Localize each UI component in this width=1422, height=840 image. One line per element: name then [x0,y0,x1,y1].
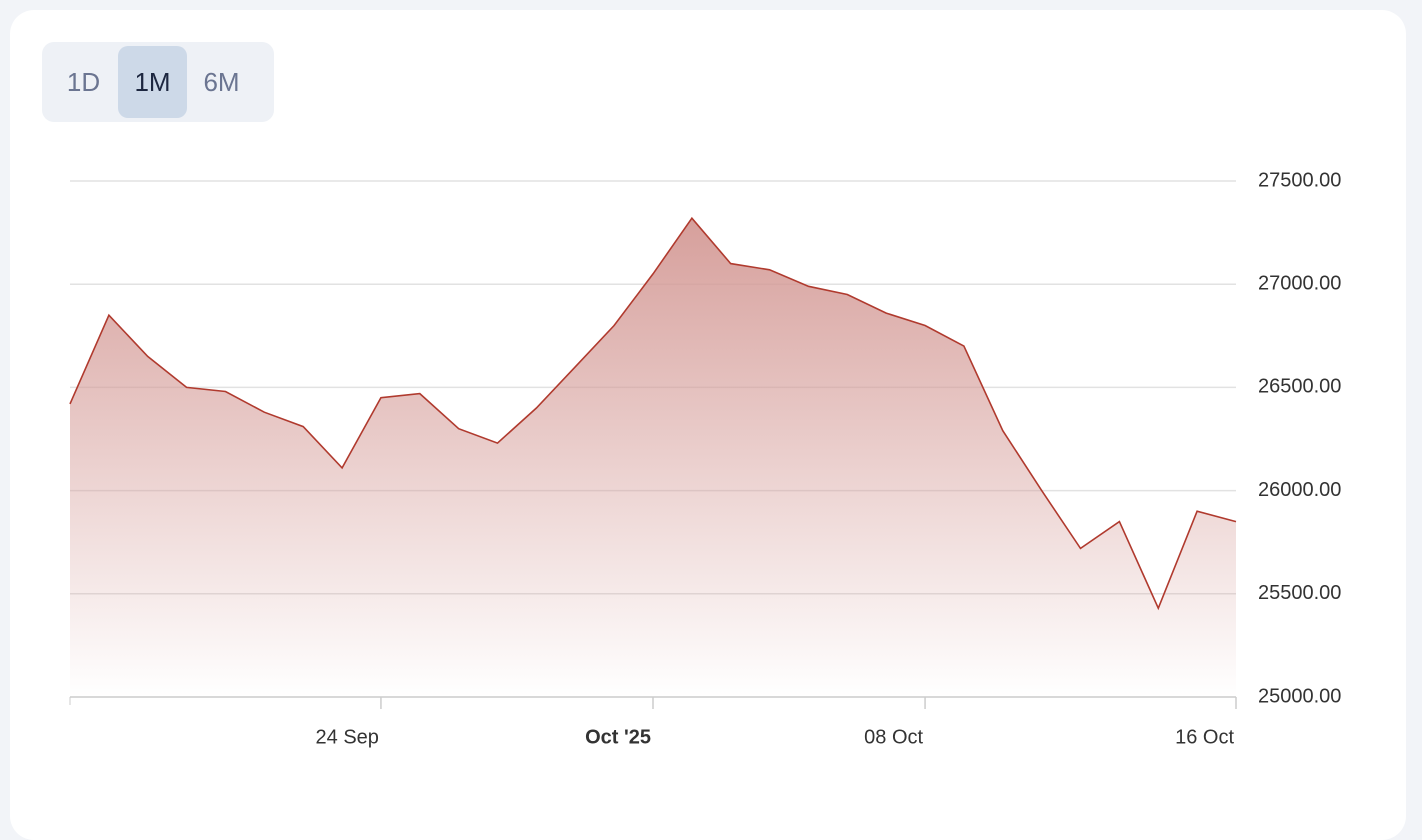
range-button[interactable]: 1D [66,66,101,97]
page: 1D 1M 6M 25000.00 25500.00 26000.00 26500.00 2… [10,10,1406,840]
y-tick-label: 25500.00 [1258,582,1341,604]
chart: 25000.00 25500.00 26000.00 26500.00 27000.00… [69,169,1341,748]
y-tick-label: 26500.00 [1258,376,1341,398]
x-tick-label: 08 Oct [864,726,923,748]
range-button[interactable]: 1M [118,46,187,118]
line [69,216,1237,611]
y-tick-label: 26000.00 [1258,479,1341,501]
range-button[interactable]: 6M [203,66,240,97]
x-tick-label: 24 Sep [316,726,379,748]
y-tick-label: 27500.00 [1258,169,1341,191]
area [70,218,1236,697]
y-tick-label: 25000.00 [1258,685,1341,707]
x-tick-label: Oct '25 [585,726,651,748]
x-tick-label: 16 Oct [1175,726,1234,748]
y-tick-label: 27000.00 [1258,272,1341,294]
range-selector: 1D 1M 6M [42,42,274,122]
